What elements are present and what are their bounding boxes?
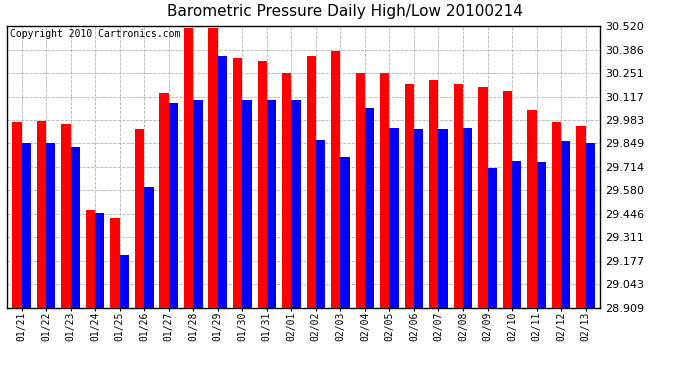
Bar	[552, 122, 561, 308]
Bar	[429, 80, 438, 308]
Bar	[512, 160, 522, 308]
Bar	[193, 100, 203, 308]
Bar	[503, 91, 512, 308]
Bar	[404, 84, 414, 308]
Bar	[135, 129, 144, 308]
Bar	[110, 218, 119, 308]
Bar	[340, 157, 350, 308]
Bar	[355, 74, 365, 308]
Bar	[291, 100, 301, 308]
Bar	[144, 187, 154, 308]
Bar	[438, 129, 448, 308]
Bar	[218, 56, 227, 308]
Bar	[316, 140, 325, 308]
Bar	[306, 56, 316, 308]
Bar	[46, 143, 55, 308]
Bar	[233, 58, 242, 308]
Bar	[576, 126, 586, 308]
Bar	[95, 213, 104, 308]
Bar	[70, 147, 80, 308]
Bar	[169, 103, 178, 308]
Bar	[86, 210, 95, 308]
Bar	[267, 100, 276, 308]
Bar	[527, 110, 537, 308]
Bar	[257, 61, 267, 308]
Bar	[208, 28, 218, 308]
Bar	[61, 124, 70, 308]
Bar	[414, 129, 423, 308]
Bar	[365, 108, 374, 307]
Bar	[331, 51, 340, 308]
Text: Copyright 2010 Cartronics.com: Copyright 2010 Cartronics.com	[10, 29, 180, 39]
Bar	[159, 93, 169, 308]
Bar	[453, 84, 463, 308]
Bar	[21, 143, 31, 308]
Bar	[380, 74, 389, 308]
Bar	[12, 122, 21, 308]
Bar	[389, 128, 399, 308]
Bar	[478, 87, 488, 308]
Bar	[37, 120, 46, 308]
Bar	[488, 168, 497, 308]
Bar	[119, 255, 129, 308]
Bar	[463, 128, 472, 308]
Text: Barometric Pressure Daily High/Low 20100214: Barometric Pressure Daily High/Low 20100…	[167, 4, 523, 19]
Bar	[282, 74, 291, 308]
Bar	[184, 28, 193, 308]
Bar	[561, 141, 571, 308]
Bar	[537, 162, 546, 308]
Bar	[242, 100, 252, 308]
Bar	[586, 143, 595, 308]
